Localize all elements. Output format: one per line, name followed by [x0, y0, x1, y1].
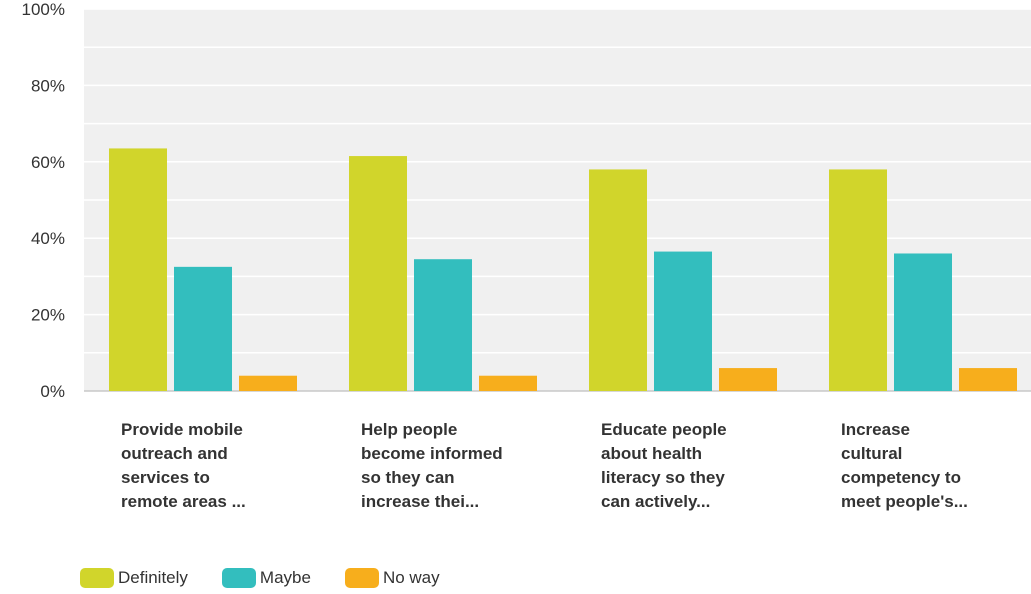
- legend-swatch-definitely: [80, 568, 114, 588]
- gridlines: [84, 8, 1031, 392]
- x-category-label: Educate people about health literacy so th…: [601, 420, 727, 511]
- bar-maybe: [174, 266, 232, 391]
- legend-label-no-way: No way: [382, 568, 440, 587]
- bar-no-way: [959, 368, 1017, 391]
- y-tick-label: 80%: [31, 76, 65, 95]
- legend-item-maybe: Maybe: [221, 568, 311, 588]
- legend-label-maybe: Maybe: [259, 568, 311, 587]
- bar-definitely: [349, 156, 407, 391]
- x-category-label: Provide mobile outreach and services to rem…: [121, 420, 246, 511]
- bar-maybe: [894, 253, 952, 391]
- legend-swatch-no-way: [344, 568, 379, 588]
- legend: Definitely Maybe No way: [80, 568, 474, 588]
- bars: [109, 148, 1017, 391]
- bar-no-way: [719, 368, 777, 391]
- bar-no-way: [239, 375, 297, 391]
- bar-definitely: [829, 169, 887, 391]
- bar-no-way: [479, 375, 537, 391]
- y-tick-label: 40%: [31, 229, 65, 248]
- legend-swatch-maybe: [221, 568, 256, 588]
- y-tick-label: 60%: [31, 153, 65, 172]
- x-axis: Provide mobile outreach and services to rem…: [121, 420, 968, 511]
- y-tick-label: 20%: [31, 306, 65, 325]
- legend-item-no-way: No way: [344, 568, 440, 588]
- legend-item-definitely: Definitely: [80, 568, 188, 588]
- legend-label-definitely: Definitely: [118, 568, 188, 587]
- bar-definitely: [589, 169, 647, 391]
- x-category-label: Help people become informed so they can inc…: [361, 420, 503, 511]
- bar-maybe: [654, 251, 712, 391]
- y-axis: 0% 20% 40% 60% 80% 100%: [22, 0, 65, 401]
- x-category-label: Increase cultural competency to meet people…: [841, 420, 968, 511]
- bar-definitely: [109, 148, 167, 391]
- y-tick-label: 100%: [22, 0, 65, 19]
- y-tick-label: 0%: [40, 382, 65, 401]
- bar-maybe: [414, 259, 472, 391]
